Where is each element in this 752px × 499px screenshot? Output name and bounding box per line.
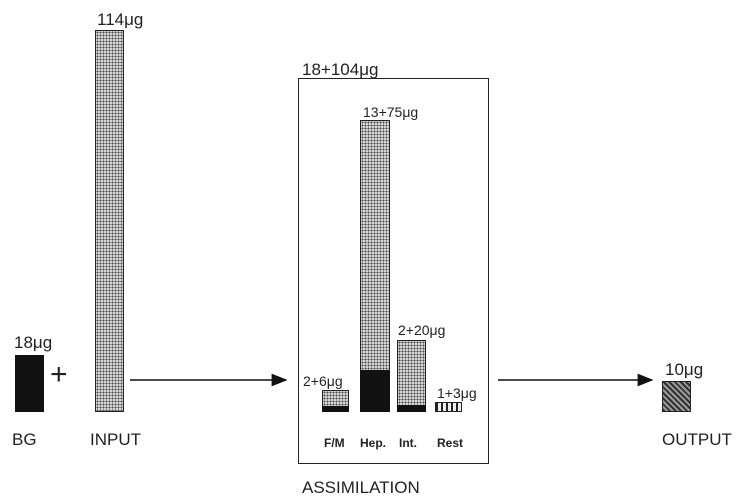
hep-bar-bg-part [360,370,390,412]
hep-bar [360,120,390,412]
assimilation-label: ASSIMILATION [302,478,420,497]
input-amount-label: 114μg [97,10,144,29]
int-amount-label: 2+20μg [398,322,446,338]
int-category-label: Int. [399,436,417,450]
bg-label: BG [12,430,37,449]
output-amount-label: 10μg [665,360,704,379]
assimilation-amount-label: 18+104μg [302,60,379,79]
hep-amount-label: 13+75μg [363,104,419,120]
rest-amount-label: 1+3μg [437,385,477,401]
bg-amount-label: 18μg [14,333,53,352]
input-label: INPUT [90,430,141,449]
rest-category-label: Rest [437,436,464,450]
input-bar [95,30,124,412]
assimilation-box [298,78,489,464]
bg-bar [15,355,44,412]
output-bar [662,381,691,412]
int-bar [397,340,426,412]
fm-amount-label: 2+6μg [303,373,343,389]
rest-bar [435,402,462,412]
fm-category-label: F/M [324,436,345,450]
plus-sign: + [50,358,68,391]
hep-category-label: Hep. [360,436,387,450]
output-label: OUTPUT [662,430,732,449]
fm-bar-bg-part [322,406,349,412]
int-bar-bg-part [397,405,426,412]
